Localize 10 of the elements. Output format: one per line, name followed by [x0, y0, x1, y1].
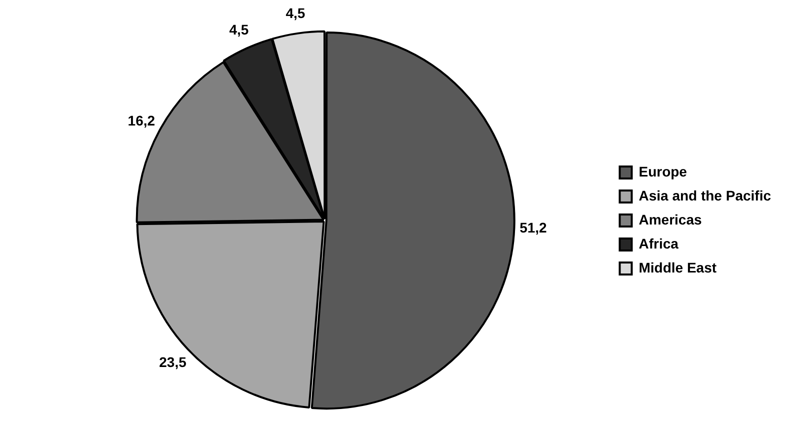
data-label: 4,5	[229, 21, 249, 38]
data-label: 16,2	[128, 112, 156, 128]
legend-label: Americas	[638, 211, 702, 228]
data-label: 4,5	[286, 4, 306, 21]
data-label: 23,5	[159, 354, 187, 370]
data-label: 51,2	[520, 220, 548, 236]
legend-label: Africa	[638, 235, 679, 252]
legend-label: Middle East	[638, 259, 717, 276]
legend-label: Asia and the Pacific	[638, 187, 772, 204]
legend-label: Europe	[638, 163, 688, 180]
